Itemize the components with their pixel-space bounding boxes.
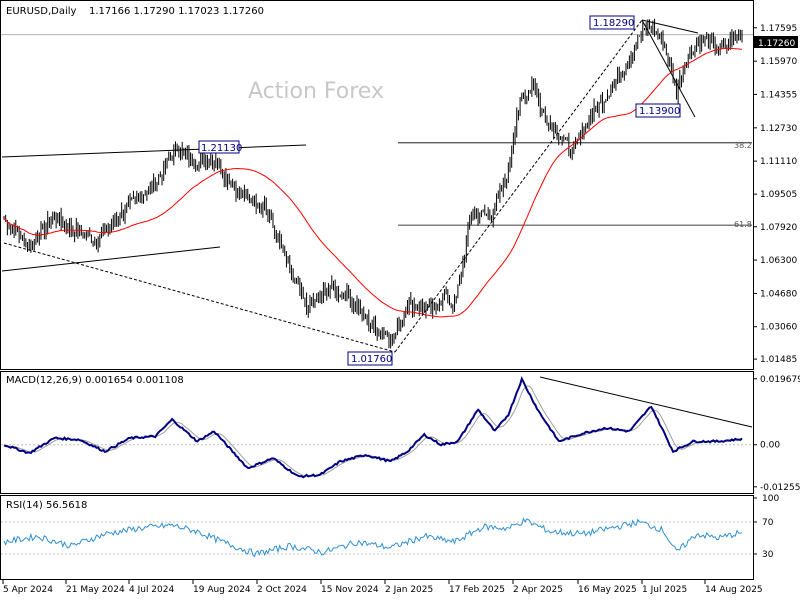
current-price-box: 1.17260 xyxy=(754,36,798,49)
price-tick-label: 1.06300 xyxy=(760,256,797,266)
fib-618-label: 61.8 xyxy=(734,220,752,229)
macd-signal-line xyxy=(3,385,743,477)
rsi-line xyxy=(3,517,743,558)
macd-tick-label: 0.00 xyxy=(760,441,780,451)
svg-text:1.17260: 1.17260 xyxy=(758,39,795,49)
rsi-tick-label: 100 xyxy=(762,494,779,504)
rsi-tick-label: 70 xyxy=(762,518,774,528)
label-101760: 1.01760 xyxy=(347,351,393,366)
price-tick-label: 1.03060 xyxy=(760,323,797,333)
trendline-upper xyxy=(1,144,307,158)
rsi-layer xyxy=(1,517,753,558)
x-tick-label: 16 May 2025 xyxy=(578,585,637,595)
x-tick-label: 2 Jan 2025 xyxy=(385,585,433,595)
x-tick-label: 4 Jul 2024 xyxy=(129,585,174,595)
svg-text:1.21130: 1.21130 xyxy=(201,143,242,154)
price-tick-label: 1.12730 xyxy=(760,124,797,134)
svg-text:1.01760: 1.01760 xyxy=(351,354,392,365)
macd-tick-label: -0.012552 xyxy=(760,483,800,493)
fib-382-label: 38.2 xyxy=(734,141,752,150)
price-tick-label: 1.14355 xyxy=(760,90,797,100)
macd-panel-frame xyxy=(0,371,754,494)
x-tick-label: 5 Apr 2024 xyxy=(3,585,53,595)
watermark: Action Forex xyxy=(248,79,384,104)
macd-trendline xyxy=(539,376,753,428)
svg-text:1.13900: 1.13900 xyxy=(639,106,680,117)
rsi-tick-label: 30 xyxy=(762,550,774,560)
price-tick-label: 1.07920 xyxy=(760,223,797,233)
x-tick-label: 19 Aug 2024 xyxy=(193,585,251,595)
trendline-dashed-up xyxy=(394,19,643,353)
macd-title: MACD(12,26,9) 0.001654 0.001108 xyxy=(6,375,184,386)
price-tick-label: 1.17595 xyxy=(760,24,797,34)
macd-tick-label: 0.019679 xyxy=(760,375,800,385)
trendline-drop xyxy=(641,19,696,118)
price-tick-label: 1.01485 xyxy=(760,355,797,365)
x-tick-label: 14 Aug 2025 xyxy=(705,585,763,595)
trendline-dashed-down xyxy=(3,242,396,353)
x-tick-label: 2 Apr 2025 xyxy=(513,585,563,595)
rsi-title: RSI(14) 56.5618 xyxy=(6,500,87,511)
svg-text:1.18290: 1.18290 xyxy=(593,18,634,29)
x-tick-label: 17 Feb 2025 xyxy=(449,585,505,595)
label-113900: 1.13900 xyxy=(635,103,681,118)
macd-layer xyxy=(1,375,753,479)
trendline-lower xyxy=(1,246,221,272)
axis-layer: 1.17595 1.15970 1.14355 1.12730 1.11110 1.095… xyxy=(2,24,800,595)
x-tick-label: 1 Jul 2025 xyxy=(642,585,687,595)
price-tick-label: 1.11110 xyxy=(760,157,797,167)
x-tick-label: 15 Nov 2024 xyxy=(321,585,379,595)
price-tick-label: 1.09505 xyxy=(760,190,797,200)
rsi-panel-frame xyxy=(0,495,754,580)
macd-line xyxy=(3,375,743,479)
label-118290: 1.18290 xyxy=(589,15,635,30)
price-tick-label: 1.04680 xyxy=(760,289,797,299)
price-panel-frame xyxy=(0,0,754,370)
trendline-top xyxy=(641,19,699,34)
chart-ohlc: 1.17166 1.17290 1.17023 1.17260 xyxy=(89,6,264,17)
label-121130: 1.21130 xyxy=(198,140,242,154)
x-tick-label: 21 May 2024 xyxy=(66,585,125,595)
moving-average-line xyxy=(3,47,743,318)
chart-symbol: EURUSD,Daily xyxy=(6,6,77,17)
price-layer xyxy=(1,18,753,353)
price-tick-label: 1.15970 xyxy=(760,57,797,67)
candles xyxy=(3,18,743,349)
x-tick-label: 2 Oct 2024 xyxy=(257,585,307,595)
